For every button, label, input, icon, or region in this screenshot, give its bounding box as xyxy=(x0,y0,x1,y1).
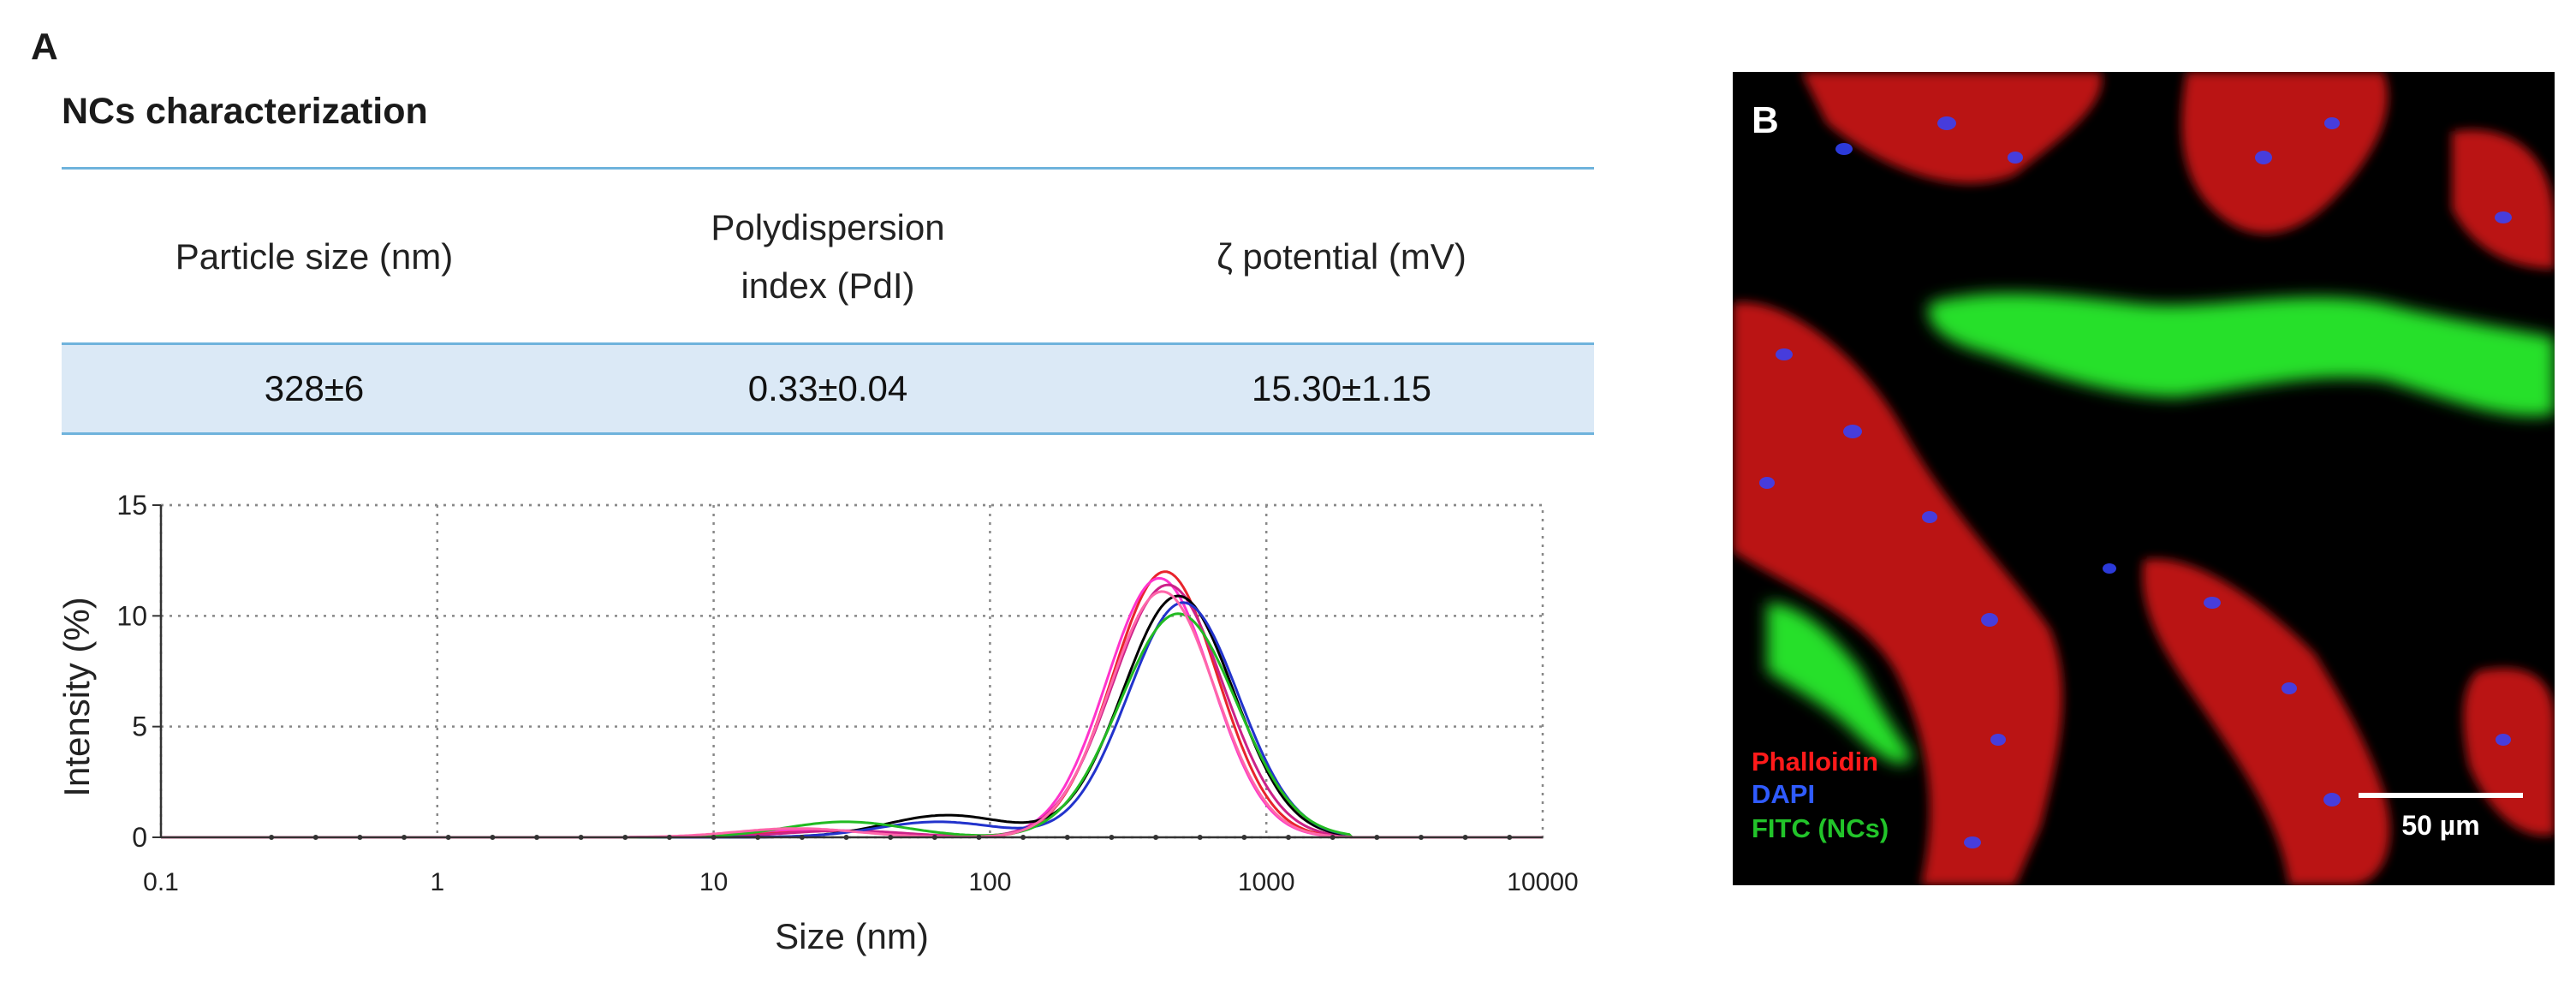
table-header-rule xyxy=(62,342,1594,345)
scale-bar-label: 50 µm xyxy=(2401,810,2480,841)
table-top-rule xyxy=(62,167,1594,170)
y-axis-label: Intensity (%) xyxy=(57,597,97,796)
x-tick-label: 10000 xyxy=(1507,868,1578,896)
series-line xyxy=(161,612,1543,839)
y-tick-label: 15 xyxy=(116,490,147,521)
plot-frame xyxy=(159,503,1544,839)
table-bottom-rule xyxy=(62,432,1594,435)
size-distribution-chart: 0.1 1 10 100 1000 10000 0 5 10 15 Size (nm) Inten… xyxy=(57,490,1579,956)
series-line xyxy=(161,590,1543,839)
series-line xyxy=(161,570,1543,839)
x-tick-label: 0.1 xyxy=(143,868,179,896)
series-line xyxy=(161,594,1543,839)
value-zeta-potential: 15.30±1.15 xyxy=(1252,368,1431,408)
legend-dapi: DAPI xyxy=(1752,779,1816,809)
y-tick-label: 0 xyxy=(132,822,147,853)
legend-phalloidin: Phalloidin xyxy=(1752,747,1879,777)
value-polydispersion-index: 0.33±0.04 xyxy=(747,368,908,408)
chart-grid xyxy=(159,503,1544,839)
chart-series xyxy=(161,570,1543,840)
x-tick-label: 100 xyxy=(968,868,1011,896)
scale-bar xyxy=(2359,793,2523,798)
panel-b-label: B xyxy=(1752,99,1779,141)
table-title: NCs characterization xyxy=(62,91,428,132)
y-tick-label: 5 xyxy=(132,711,147,742)
chart-axes: 0.1 1 10 100 1000 10000 0 5 10 15 xyxy=(116,490,1578,896)
x-tick-label: 1000 xyxy=(1238,868,1295,896)
series-line xyxy=(161,583,1543,839)
legend-fitc-ncs: FITC (NCs) xyxy=(1752,813,1889,843)
series-line xyxy=(161,576,1543,839)
header-zeta-potential: ζ potential (mV) xyxy=(1217,236,1466,277)
panel-a-label: A xyxy=(31,26,58,68)
header-polydispersion-index: Polydispersion index (PdI) xyxy=(711,207,945,306)
x-tick-label: 10 xyxy=(699,868,728,896)
value-particle-size: 328±6 xyxy=(264,368,365,408)
x-tick-label: 1 xyxy=(430,868,444,896)
table-value-row xyxy=(62,345,1594,432)
y-tick-label: 10 xyxy=(116,600,147,631)
x-axis-label: Size (nm) xyxy=(775,916,929,956)
header-particle-size: Particle size (nm) xyxy=(175,236,454,277)
series-line xyxy=(161,601,1543,839)
